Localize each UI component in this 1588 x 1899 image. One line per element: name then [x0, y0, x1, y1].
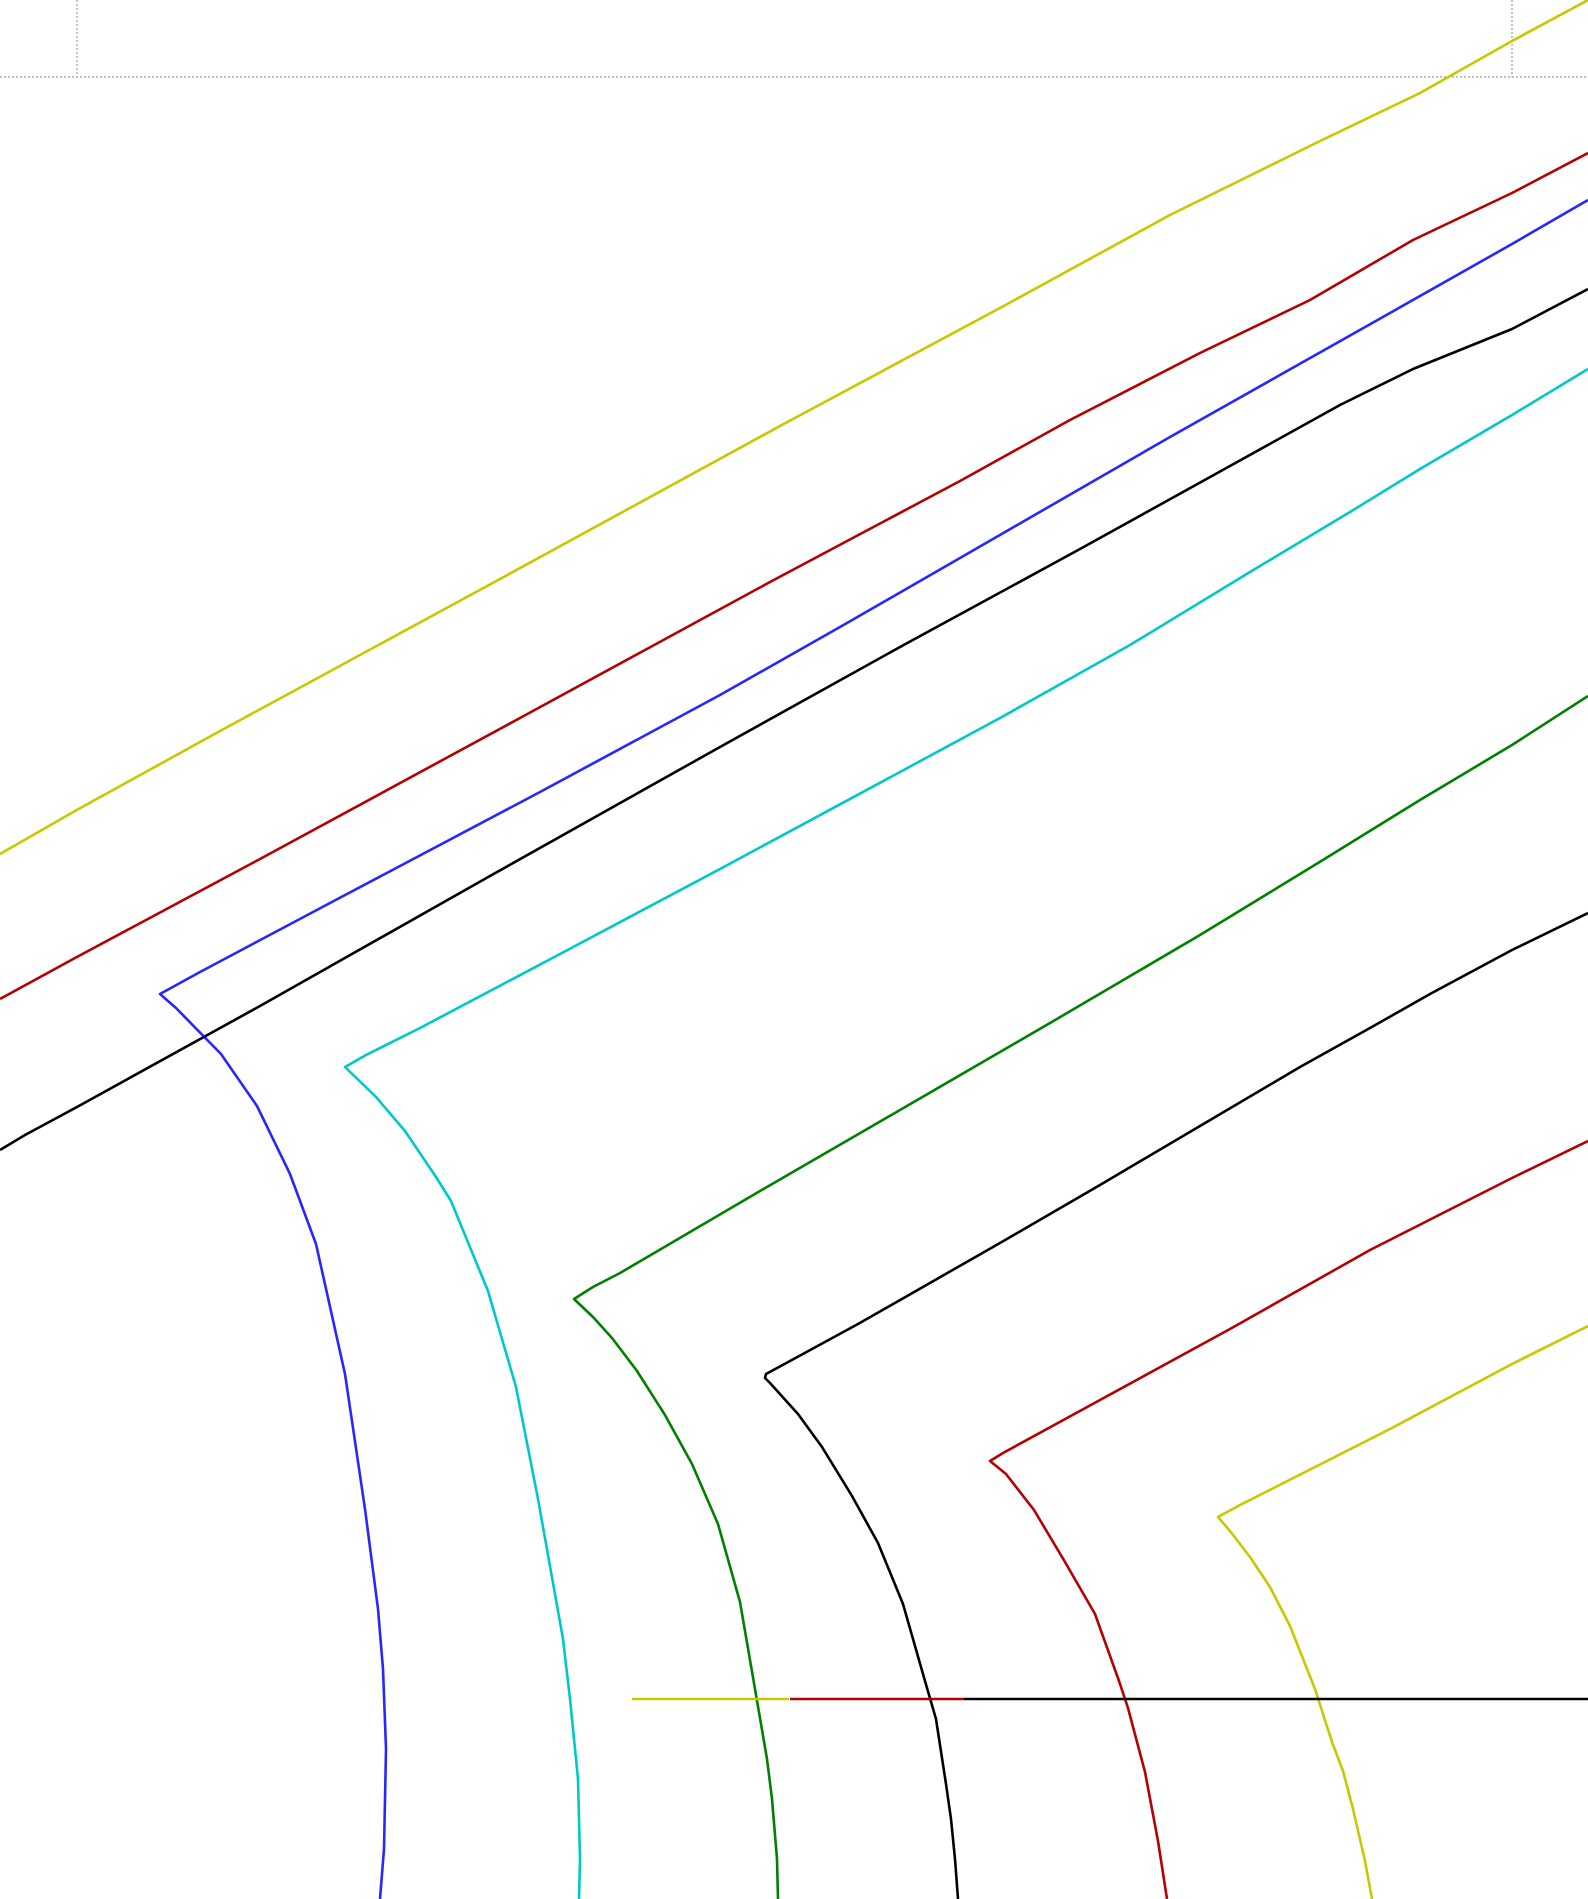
contour-line-4 [158, 198, 1588, 1899]
contour-line-1 [0, 0, 1588, 856]
contour-line-5 [343, 367, 1588, 1899]
contour-line-6 [572, 694, 1588, 1899]
contour-line-8 [988, 1139, 1588, 1899]
contour-line-9 [1216, 1324, 1588, 1899]
contour-line-3 [0, 287, 1588, 1152]
contour-line-7 [763, 911, 1588, 1899]
grid-lines [0, 0, 1588, 78]
contour-line-2 [0, 151, 1588, 1001]
